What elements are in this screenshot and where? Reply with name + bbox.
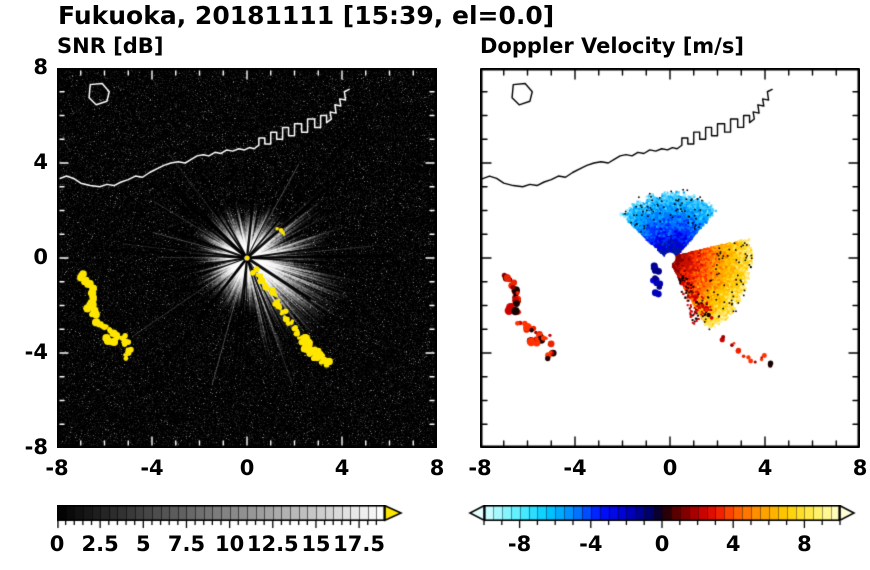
snr-ppi-plot [57, 68, 437, 448]
snr-colorbar-tick-label: 12.5 [246, 532, 299, 556]
doppler-x-tick-label: 0 [662, 456, 678, 480]
doppler-x-tick-label: -8 [468, 456, 492, 480]
figure-title: Fukuoka, 20181111 [15:39, el=0.0] [58, 1, 555, 30]
doppler-colorbar [468, 505, 860, 531]
doppler-colorbar-tick-label: 0 [654, 532, 670, 556]
doppler-colorbar-tick-label: 8 [797, 532, 812, 556]
doppler-colorbar-tick-label: -4 [579, 532, 603, 556]
snr-x-tick-label: 8 [429, 456, 445, 480]
y-tick-label: -8 [24, 435, 48, 459]
snr-colorbar-tick-label: 5 [136, 532, 151, 556]
snr-colorbar-tick-label: 17.5 [333, 532, 385, 556]
doppler-ppi-plot [480, 68, 860, 448]
doppler-panel-title: Doppler Velocity [m/s] [480, 34, 744, 58]
snr-colorbar-tick-label: 0 [49, 532, 65, 556]
y-tick-label: 0 [33, 245, 48, 269]
snr-x-tick-label: -4 [140, 456, 164, 480]
snr-colorbar [57, 505, 405, 531]
snr-x-tick-label: -8 [45, 456, 69, 480]
snr-panel-title: SNR [dB] [57, 34, 164, 58]
y-tick-label: -4 [24, 340, 48, 364]
y-tick-label: 4 [33, 150, 48, 174]
doppler-x-tick-label: 8 [852, 456, 868, 480]
doppler-colorbar-tick-label: -8 [507, 532, 532, 556]
snr-colorbar-tick-label: 7.5 [167, 532, 206, 556]
snr-colorbar-tick-label: 15 [301, 532, 331, 556]
snr-colorbar-tick-label: 10 [215, 532, 245, 556]
doppler-x-tick-label: -4 [563, 456, 587, 480]
snr-x-tick-label: 4 [334, 456, 350, 480]
snr-x-tick-label: 0 [239, 456, 255, 480]
doppler-colorbar-tick-label: 4 [725, 532, 741, 556]
doppler-x-tick-label: 4 [757, 456, 773, 480]
snr-colorbar-tick-label: 2.5 [81, 532, 119, 556]
y-tick-label: 8 [33, 55, 48, 79]
